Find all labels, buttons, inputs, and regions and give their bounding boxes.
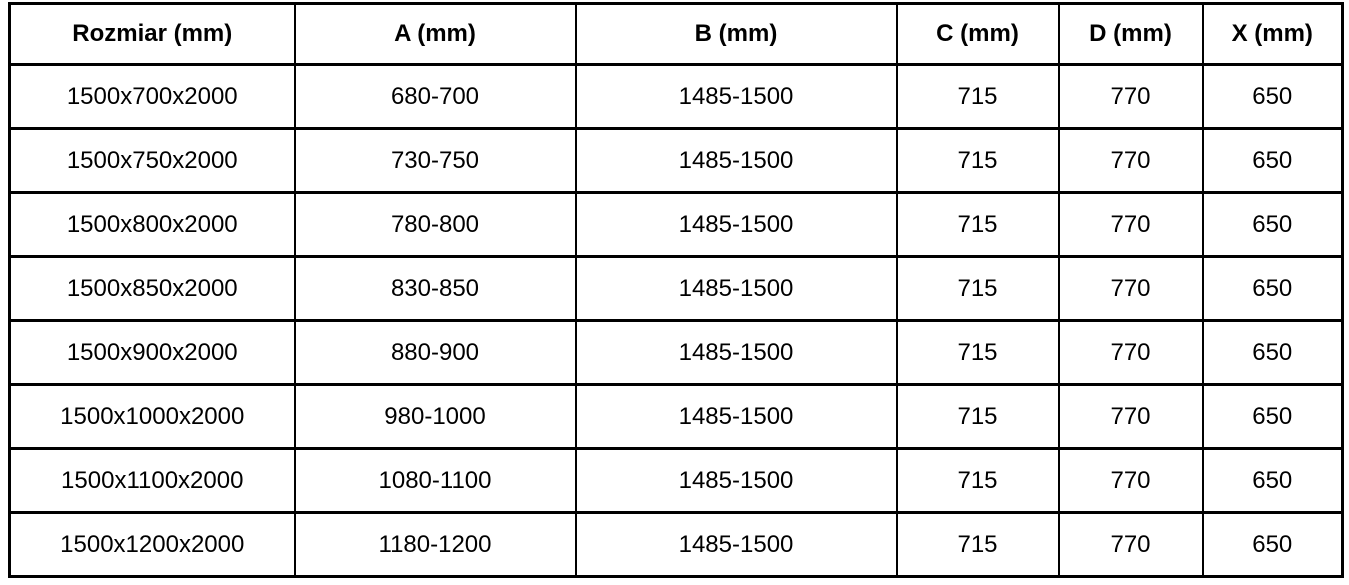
column-header-b: B (mm) [574, 2, 898, 66]
column-header-a: A (mm) [293, 2, 577, 66]
cell-d: 770 [1057, 255, 1204, 322]
cell-a: 730-750 [293, 127, 577, 194]
cell-b: 1485-1500 [574, 63, 898, 130]
cell-rozmiar: 1500x700x2000 [8, 63, 296, 130]
column-header-x: X (mm) [1201, 2, 1344, 66]
cell-a: 680-700 [293, 63, 577, 130]
cell-d: 770 [1057, 127, 1204, 194]
cell-c: 715 [895, 383, 1060, 450]
table-row: 1500x750x2000 730-750 1485-1500 715 770 650 [8, 127, 1344, 194]
cell-d: 770 [1057, 63, 1204, 130]
cell-x: 650 [1201, 255, 1344, 322]
table-row: 1500x900x2000 880-900 1485-1500 715 770 650 [8, 319, 1344, 386]
cell-d: 770 [1057, 447, 1204, 514]
cell-x: 650 [1201, 63, 1344, 130]
cell-rozmiar: 1500x1000x2000 [8, 383, 296, 450]
cell-x: 650 [1201, 447, 1344, 514]
cell-a: 880-900 [293, 319, 577, 386]
cell-c: 715 [895, 127, 1060, 194]
cell-b: 1485-1500 [574, 127, 898, 194]
column-header-d: D (mm) [1057, 2, 1204, 66]
cell-c: 715 [895, 319, 1060, 386]
cell-rozmiar: 1500x900x2000 [8, 319, 296, 386]
cell-x: 650 [1201, 127, 1344, 194]
cell-d: 770 [1057, 511, 1204, 578]
cell-rozmiar: 1500x800x2000 [8, 191, 296, 258]
cell-c: 715 [895, 447, 1060, 514]
cell-d: 770 [1057, 383, 1204, 450]
cell-c: 715 [895, 511, 1060, 578]
cell-b: 1485-1500 [574, 447, 898, 514]
cell-rozmiar: 1500x1200x2000 [8, 511, 296, 578]
cell-x: 650 [1201, 319, 1344, 386]
cell-a: 1180-1200 [293, 511, 577, 578]
table-row: 1500x800x2000 780-800 1485-1500 715 770 650 [8, 191, 1344, 258]
table-row: 1500x850x2000 830-850 1485-1500 715 770 650 [8, 255, 1344, 322]
cell-b: 1485-1500 [574, 383, 898, 450]
table-row: 1500x1100x2000 1080-1100 1485-1500 715 770 65… [8, 447, 1344, 514]
cell-rozmiar: 1500x750x2000 [8, 127, 296, 194]
cell-c: 715 [895, 255, 1060, 322]
cell-a: 980-1000 [293, 383, 577, 450]
cell-b: 1485-1500 [574, 255, 898, 322]
size-table: Rozmiar (mm) A (mm) B (mm) C (mm) D (mm) X (m… [8, 2, 1344, 578]
table-row: 1500x1200x2000 1180-1200 1485-1500 715 770 65… [8, 511, 1344, 578]
cell-x: 650 [1201, 511, 1344, 578]
cell-d: 770 [1057, 319, 1204, 386]
cell-c: 715 [895, 63, 1060, 130]
column-header-rozmiar: Rozmiar (mm) [8, 2, 296, 66]
cell-d: 770 [1057, 191, 1204, 258]
cell-x: 650 [1201, 383, 1344, 450]
table-body: 1500x700x2000 680-700 1485-1500 715 770 650 15… [8, 63, 1344, 578]
table-row: 1500x1000x2000 980-1000 1485-1500 715 770 650 [8, 383, 1344, 450]
cell-a: 780-800 [293, 191, 577, 258]
cell-a: 1080-1100 [293, 447, 577, 514]
column-header-c: C (mm) [895, 2, 1060, 66]
cell-b: 1485-1500 [574, 319, 898, 386]
cell-x: 650 [1201, 191, 1344, 258]
table-row: 1500x700x2000 680-700 1485-1500 715 770 650 [8, 63, 1344, 130]
cell-rozmiar: 1500x850x2000 [8, 255, 296, 322]
cell-c: 715 [895, 191, 1060, 258]
header-row: Rozmiar (mm) A (mm) B (mm) C (mm) D (mm) X (m… [8, 2, 1344, 66]
cell-b: 1485-1500 [574, 191, 898, 258]
cell-rozmiar: 1500x1100x2000 [8, 447, 296, 514]
cell-a: 830-850 [293, 255, 577, 322]
cell-b: 1485-1500 [574, 511, 898, 578]
